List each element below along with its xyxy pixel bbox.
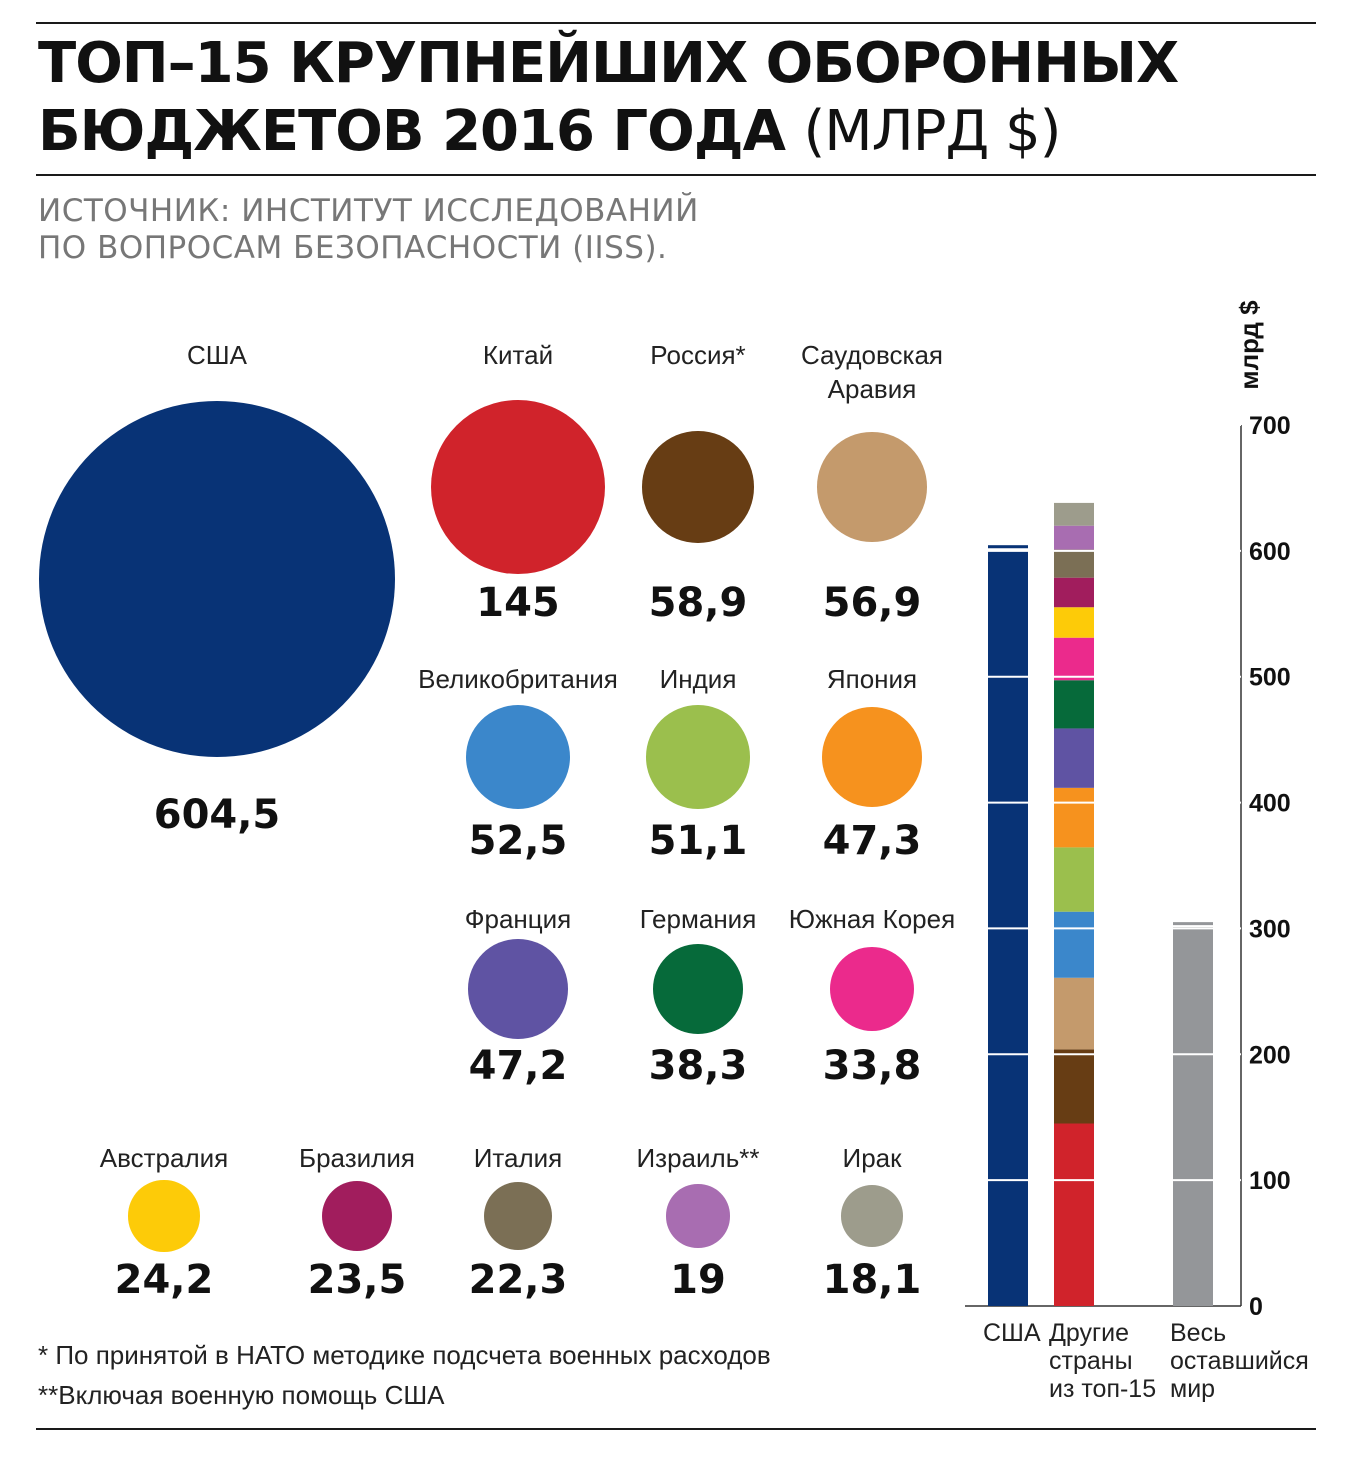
y-tick-label: 700 [1249, 412, 1291, 440]
country-value: 145 [476, 580, 560, 626]
stack-segment-5 [1054, 911, 1094, 978]
page-title: ТОП–15 КРУПНЕЙШИХ ОБОРОННЫХ БЮДЖЕТОВ 201… [38, 30, 1179, 166]
title-unit: (МЛРД $) [803, 99, 1061, 164]
stack-segment-7 [1054, 787, 1094, 848]
category-label-2: Другие страны из топ-15 [1049, 1319, 1156, 1403]
top-rule [36, 22, 1316, 24]
y-tick-label: 600 [1249, 538, 1291, 566]
country-value: 24,2 [114, 1257, 214, 1303]
country-label: Япония [826, 664, 918, 694]
y-tick-label: 100 [1249, 1167, 1291, 1195]
stack-segment-12 [1054, 577, 1094, 608]
bar-usa [988, 545, 1028, 1306]
country-label: Израиль** [636, 1143, 760, 1173]
bubble-11 [128, 1180, 200, 1252]
country-label: Франция [464, 904, 572, 934]
title-divider [36, 174, 1316, 176]
stack-segment-6 [1054, 847, 1094, 912]
country-label: Ирак [842, 1143, 902, 1173]
bubble-2 [430, 399, 606, 575]
bubble-13 [483, 1181, 553, 1251]
country-value: 38,3 [648, 1043, 748, 1089]
bubble-3 [642, 431, 754, 543]
stack-segment-3 [1054, 1049, 1094, 1124]
country-label: Германия [639, 904, 757, 934]
source-line-1: ИСТОЧНИК: ИНСТИТУТ ИССЛЕДОВАНИЙ [38, 193, 699, 229]
country-value: 18,1 [822, 1257, 922, 1303]
country-label: Италия [473, 1143, 563, 1173]
category-label-1: США [983, 1319, 1041, 1347]
country-value: 33,8 [822, 1043, 922, 1089]
country-label: Россия* [650, 340, 746, 370]
country-value: 58,9 [648, 580, 748, 626]
country-label: Китай [482, 340, 554, 370]
stack-segment-13 [1054, 549, 1094, 578]
country-label: Индия [659, 664, 737, 694]
country-value: 604,5 [153, 792, 281, 838]
stack-segment-4 [1054, 977, 1094, 1050]
footnote-nato: * По принятой в НАТО методике подсчета в… [38, 1340, 771, 1370]
stack-segment-11 [1054, 607, 1094, 638]
country-label: Австралия [99, 1143, 229, 1173]
country-value: 22,3 [468, 1257, 568, 1303]
stack-segment-2 [1054, 1123, 1094, 1306]
country-value: 47,2 [468, 1043, 568, 1089]
country-value: 51,1 [648, 818, 748, 864]
source-note: ИСТОЧНИК: ИНСТИТУТ ИССЛЕДОВАНИЙ ПО ВОПРО… [38, 193, 699, 267]
bottom-rule [36, 1428, 1316, 1430]
bubble-5 [465, 704, 571, 810]
footnote-aid: **Включая военную помощь США [38, 1380, 445, 1410]
title-line-2: БЮДЖЕТОВ 2016 ГОДА [38, 99, 786, 164]
country-value: 19 [670, 1257, 726, 1303]
bubble-12 [321, 1180, 393, 1252]
bubble-10 [829, 946, 915, 1032]
bubble-14 [666, 1184, 730, 1248]
y-tick-label: 300 [1249, 915, 1291, 943]
bubble-15 [841, 1185, 903, 1247]
source-line-2: ПО ВОПРОСАМ БЕЗОПАСНОСТИ (IISS). [38, 230, 668, 266]
country-label: США [187, 340, 247, 370]
country-label: Бразилия [299, 1143, 415, 1173]
country-value: 23,5 [307, 1257, 407, 1303]
country-label: Саудовская Аравия [800, 340, 943, 404]
stack-segment-14 [1054, 525, 1094, 550]
y-tick-label: 200 [1249, 1041, 1291, 1069]
country-label: Южная Корея [788, 904, 956, 934]
country-value: 47,3 [822, 818, 922, 864]
country-value: 52,5 [468, 818, 568, 864]
bubble-4 [817, 432, 927, 542]
bar-rest-of-world [1173, 922, 1213, 1306]
bubble-7 [822, 707, 922, 807]
y-tick-label: 0 [1249, 1293, 1263, 1321]
bubble-8 [468, 939, 568, 1039]
axis-unit-label: млрд $ [1234, 300, 1264, 390]
y-tick-label: 500 [1249, 664, 1291, 692]
bubble-9 [653, 944, 743, 1034]
bubble-1 [39, 401, 395, 757]
country-value: 56,9 [822, 580, 922, 626]
category-label-3: Весь оставшийся мир [1170, 1319, 1309, 1403]
country-label: Великобритания [418, 664, 618, 694]
title-line-1: ТОП–15 КРУПНЕЙШИХ ОБОРОННЫХ [38, 31, 1179, 96]
stack-segment-9 [1054, 680, 1094, 729]
stack-segment-8 [1054, 728, 1094, 788]
y-tick-label: 400 [1249, 790, 1291, 818]
stack-segment-10 [1054, 637, 1094, 681]
bubble-6 [646, 705, 750, 809]
stack-segment-15 [1054, 502, 1094, 526]
